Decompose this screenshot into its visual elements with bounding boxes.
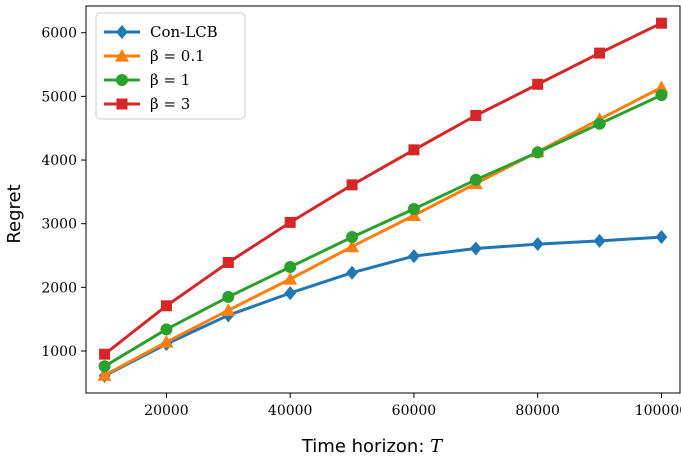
legend-marker — [116, 25, 128, 39]
data-point — [654, 80, 669, 94]
data-point — [346, 179, 358, 191]
y-tick-label: 3000 — [41, 217, 77, 233]
data-point — [284, 286, 297, 301]
legend-entry: β = 1 — [104, 71, 190, 89]
legend-entry: β = 3 — [104, 95, 190, 113]
x-tick-label: 40000 — [268, 403, 313, 419]
legend-frame — [95, 12, 246, 120]
x-axis-label-text: Time horizon: — [301, 436, 430, 457]
data-point — [532, 78, 544, 90]
y-tick-label: 1000 — [41, 344, 77, 360]
series-line — [103, 86, 663, 377]
series-group — [98, 230, 668, 383]
data-point — [531, 237, 544, 252]
series-layer — [97, 17, 669, 383]
legend-label: β = 1 — [150, 71, 190, 89]
data-point — [97, 368, 112, 381]
axis-ticks: 20000 40000 60000 80000 100000 1000 2000 3000 40… — [41, 26, 681, 419]
data-point — [408, 144, 420, 156]
legend-label: β = 3 — [150, 95, 190, 113]
series-group — [98, 89, 668, 373]
x-axis-label-symbol: T — [430, 436, 444, 457]
data-point — [283, 272, 298, 285]
series-group — [99, 17, 667, 360]
data-point — [655, 230, 668, 245]
x-tick-label: 100000 — [635, 403, 681, 419]
data-point — [284, 260, 297, 273]
series-line — [103, 21, 663, 356]
data-point — [159, 335, 174, 348]
data-point — [655, 89, 668, 102]
y-axis-label: Regret — [4, 184, 25, 243]
data-point — [593, 117, 606, 130]
legend-entry: β = 0.1 — [104, 47, 205, 65]
data-point — [593, 233, 606, 248]
data-point — [407, 203, 420, 216]
data-point — [594, 47, 606, 59]
legend: Con-LCB β = 0.1 β = 1 β = 3 — [95, 12, 246, 120]
data-point — [345, 239, 360, 253]
x-tick-label: 60000 — [392, 403, 437, 419]
data-point — [222, 290, 235, 303]
data-point — [98, 360, 111, 373]
data-point — [407, 249, 420, 264]
data-point — [470, 109, 482, 121]
plot-area-frame — [85, 5, 681, 394]
data-point — [284, 216, 296, 228]
x-tick-label: 80000 — [515, 403, 560, 419]
data-point — [346, 231, 359, 244]
legend-entry: Con-LCB — [104, 23, 218, 41]
legend-marker — [115, 49, 129, 62]
data-point — [160, 300, 172, 312]
data-point — [531, 146, 544, 159]
y-tick-label: 6000 — [41, 26, 77, 42]
legend-marker — [116, 98, 128, 110]
y-tick-label: 4000 — [41, 153, 77, 169]
y-tick-label: 2000 — [41, 280, 77, 296]
data-point — [655, 17, 667, 29]
legend-label: β = 0.1 — [150, 47, 205, 65]
data-point — [222, 257, 234, 269]
data-point — [160, 323, 173, 336]
series-group — [97, 80, 669, 381]
data-point — [346, 265, 359, 280]
x-axis-label: Time horizon: T — [301, 436, 444, 457]
series-line — [103, 235, 662, 378]
data-point — [469, 241, 482, 256]
y-tick-label: 5000 — [41, 89, 77, 105]
legend-label: Con-LCB — [150, 23, 218, 41]
x-tick-label: 20000 — [144, 403, 189, 419]
series-line — [103, 93, 663, 368]
data-point — [469, 173, 482, 186]
data-point — [221, 303, 236, 316]
data-point — [99, 348, 111, 360]
legend-marker — [116, 74, 128, 86]
